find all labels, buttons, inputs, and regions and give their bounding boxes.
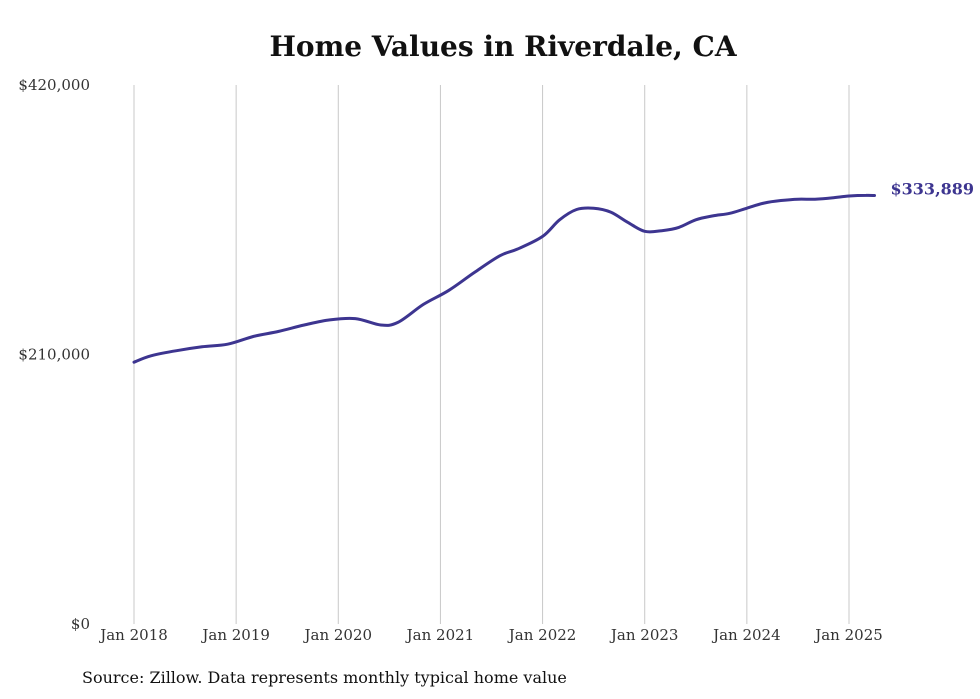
end-value-label: $333,889 — [891, 180, 975, 199]
x-tick-label: Jan 2025 — [813, 626, 883, 644]
x-tick-label: Jan 2020 — [303, 626, 373, 644]
x-tick-label: Jan 2022 — [507, 626, 577, 644]
source-note: Source: Zillow. Data represents monthly … — [82, 668, 567, 687]
y-tick-label: $420,000 — [18, 76, 90, 94]
home-value-line — [132, 193, 876, 364]
x-tick-label: Jan 2018 — [98, 626, 168, 644]
y-tick-label: $210,000 — [18, 346, 90, 364]
x-tick-label: Jan 2023 — [609, 626, 679, 644]
y-tick-label: $0 — [71, 615, 90, 633]
x-tick-label: Jan 2021 — [405, 626, 475, 644]
x-tick-label: Jan 2024 — [711, 626, 781, 644]
x-tick-label: Jan 2019 — [200, 626, 270, 644]
chart-title: Home Values in Riverdale, CA — [269, 30, 737, 63]
